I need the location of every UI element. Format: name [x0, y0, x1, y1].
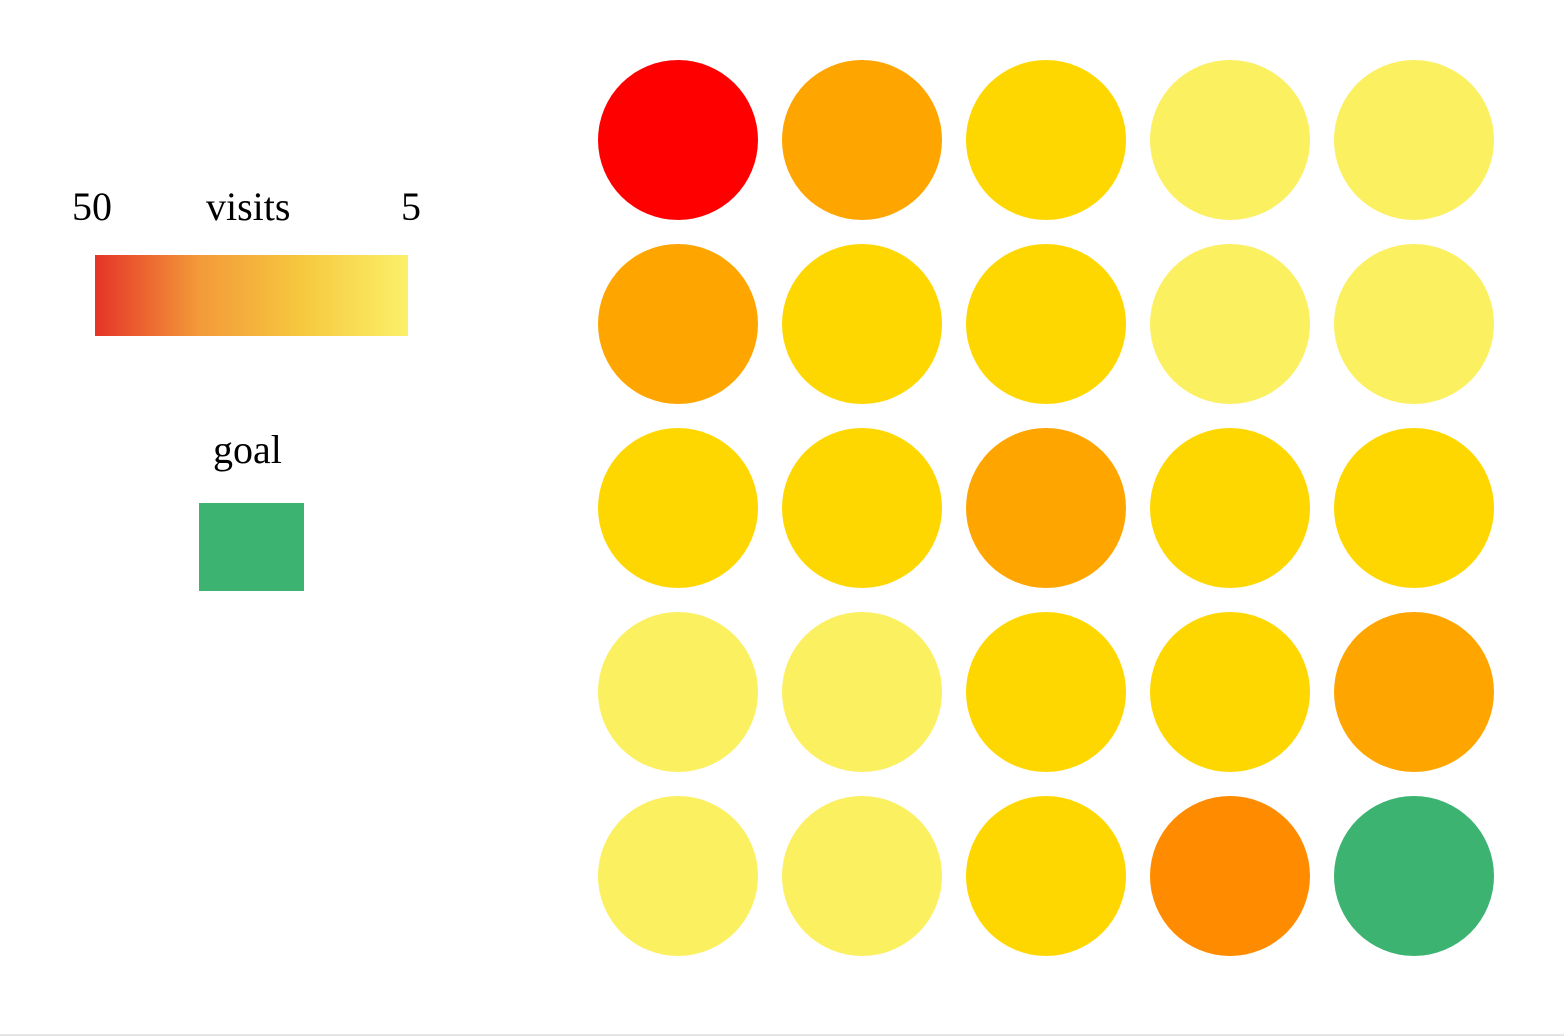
bottom-divider [0, 1034, 1564, 1036]
legend-min-label: 50 [72, 184, 112, 229]
grid-cell-r3-c2 [782, 428, 942, 588]
grid-cell-r5-c5 [1334, 796, 1494, 956]
goal-swatch [199, 503, 304, 591]
grid-cell-r1-c4 [1150, 60, 1310, 220]
grid-cell-r4-c3 [966, 612, 1126, 772]
goal-label: goal [213, 427, 282, 472]
grid-cell-r2-c1 [598, 244, 758, 404]
grid-cell-r3-c5 [1334, 428, 1494, 588]
grid-cell-r2-c2 [782, 244, 942, 404]
legend-title: visits [206, 184, 291, 229]
grid-cell-r5-c3 [966, 796, 1126, 956]
grid-cell-r1-c3 [966, 60, 1126, 220]
grid-cell-r3-c3 [966, 428, 1126, 588]
grid-cell-r5-c2 [782, 796, 942, 956]
grid-cell-r5-c4 [1150, 796, 1310, 956]
grid-cell-r1-c5 [1334, 60, 1494, 220]
grid-cell-r2-c3 [966, 244, 1126, 404]
visits-gradient-bar [95, 255, 408, 336]
grid-cell-r2-c5 [1334, 244, 1494, 404]
grid-cell-r4-c4 [1150, 612, 1310, 772]
grid-cell-r2-c4 [1150, 244, 1310, 404]
grid-cell-r4-c2 [782, 612, 942, 772]
legend-max-label: 5 [401, 184, 421, 229]
grid-cell-r1-c1 [598, 60, 758, 220]
grid-cell-r4-c5 [1334, 612, 1494, 772]
legend-panel: 50 visits 5 goal [0, 0, 500, 1036]
grid-cell-r1-c2 [782, 60, 942, 220]
grid-cell-r4-c1 [598, 612, 758, 772]
visits-grid [590, 52, 1510, 972]
grid-cell-r3-c4 [1150, 428, 1310, 588]
grid-cell-r5-c1 [598, 796, 758, 956]
grid-cell-r3-c1 [598, 428, 758, 588]
